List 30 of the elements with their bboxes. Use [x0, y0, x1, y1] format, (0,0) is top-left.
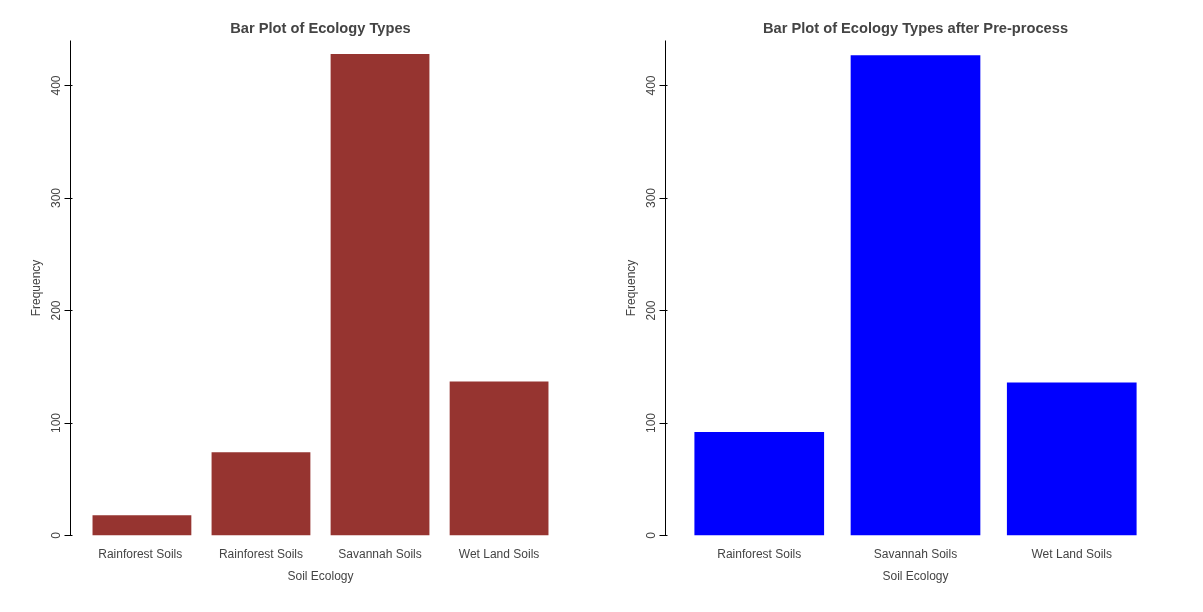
- y-tick-label: 200: [48, 300, 63, 321]
- chart-title: Bar Plot of Ecology Types after Pre-process: [762, 19, 1069, 36]
- y-tick-label: 200: [643, 300, 658, 321]
- bar: [92, 515, 192, 536]
- x-axis-title: Soil Ecology: [287, 568, 354, 583]
- y-tick-label: 0: [48, 531, 63, 539]
- x-tick-label: Rainforest Soils: [218, 546, 304, 561]
- chart-title: Bar Plot of Ecology Types: [230, 19, 411, 36]
- y-tick-label: 300: [643, 187, 658, 209]
- bar: [449, 381, 549, 536]
- x-tick-label: Wet Land Soils: [458, 546, 540, 561]
- x-tick-label: Rainforest Soils: [717, 546, 802, 561]
- bar: [211, 452, 311, 536]
- y-tick-label: 400: [643, 75, 658, 96]
- bar: [1006, 382, 1137, 536]
- y-tick-label: 400: [48, 75, 63, 96]
- bar: [694, 432, 825, 536]
- x-tick-label: Rainforest Soils: [98, 546, 183, 561]
- y-tick-label: 100: [48, 412, 63, 434]
- x-tick-label: Wet Land Soils: [1031, 546, 1112, 561]
- bar: [850, 55, 981, 536]
- y-tick-label: 0: [643, 531, 658, 539]
- y-tick-label: 100: [643, 412, 658, 434]
- x-tick-label: Savannah Soils: [338, 546, 422, 561]
- y-axis-title: Frequency: [623, 259, 638, 317]
- x-axis-title: Soil Ecology: [882, 568, 949, 583]
- x-tick-label: Savannah Soils: [873, 546, 958, 561]
- y-axis-title: Frequency: [28, 259, 43, 317]
- bar: [330, 54, 430, 536]
- y-tick-label: 300: [48, 187, 63, 209]
